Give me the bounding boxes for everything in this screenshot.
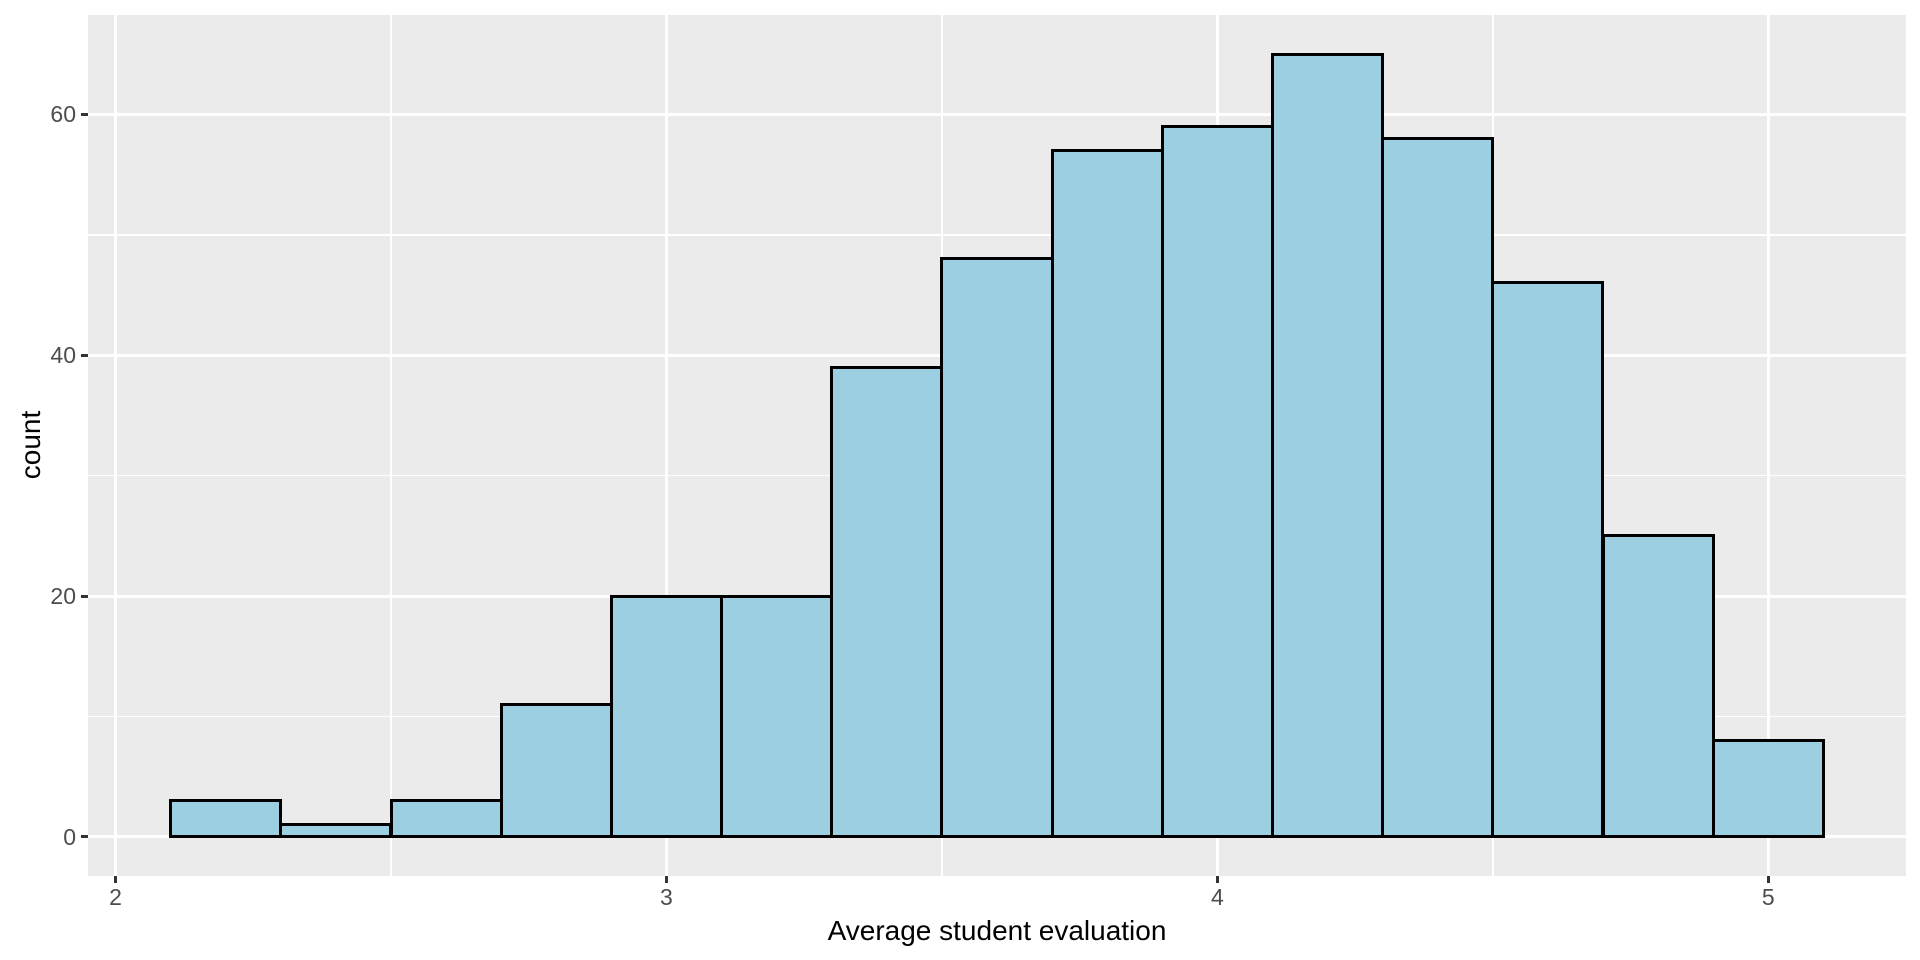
x-tick-label: 3 — [660, 884, 673, 910]
y-tick-label: 40 — [50, 342, 76, 369]
x-gridline-major — [664, 15, 668, 876]
x-tick-label: 4 — [1210, 884, 1224, 910]
y-tick-mark — [81, 353, 88, 357]
x-gridline-major — [1766, 15, 1770, 876]
x-tick-mark — [664, 876, 668, 883]
histogram-bar — [279, 823, 393, 839]
x-tick-mark — [1766, 876, 1770, 883]
histogram-bar — [1270, 52, 1385, 839]
y-gridline-minor — [88, 233, 1906, 236]
y-tick-label: 20 — [50, 583, 76, 610]
x-gridline-minor — [390, 15, 392, 876]
histogram-bar — [830, 365, 944, 839]
x-tick-label: 2 — [109, 884, 122, 910]
x-tick-label: 5 — [1761, 884, 1775, 910]
histogram-bar — [1711, 739, 1825, 839]
histogram-bar — [1381, 136, 1495, 839]
y-tick-mark — [81, 594, 88, 598]
histogram-bar — [1601, 534, 1715, 839]
histogram-bar — [609, 594, 724, 839]
y-tick-mark — [81, 112, 88, 116]
histogram-bar — [940, 257, 1054, 839]
y-tick-label: 0 — [63, 823, 76, 850]
x-gridline-major — [114, 15, 118, 876]
x-axis-title: Average student evaluation — [827, 915, 1167, 946]
histogram-bar — [720, 594, 834, 839]
histogram-bar — [1160, 124, 1274, 839]
x-tick-mark — [114, 876, 118, 883]
histogram-bar — [499, 702, 613, 839]
histogram-bar — [389, 799, 503, 839]
histogram-bar — [169, 799, 283, 839]
y-tick-mark — [81, 835, 88, 839]
plot-panel — [88, 15, 1906, 876]
y-tick-label: 60 — [50, 101, 76, 128]
y-axis-title: count — [15, 410, 46, 480]
histogram-bar — [1050, 148, 1164, 839]
histogram-bar — [1491, 281, 1605, 839]
y-gridline-major — [88, 112, 1906, 116]
x-tick-mark — [1215, 876, 1219, 883]
